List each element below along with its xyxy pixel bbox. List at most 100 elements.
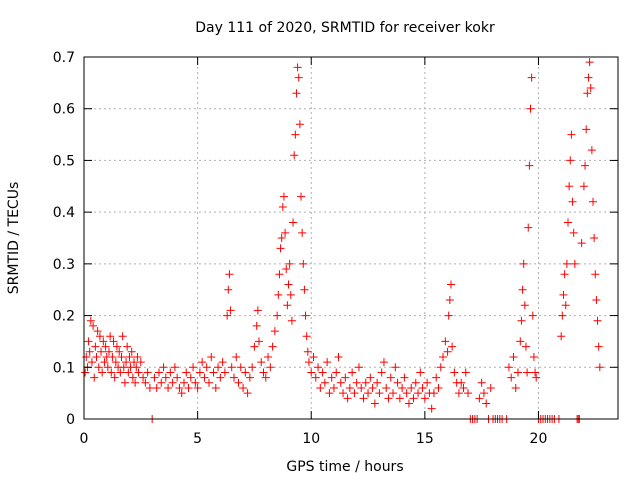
data-point <box>87 358 96 367</box>
data-point <box>558 311 567 320</box>
data-point <box>507 373 516 382</box>
data-point <box>143 368 152 377</box>
data-point <box>86 316 95 325</box>
data-point <box>457 378 466 387</box>
data-point <box>118 332 127 341</box>
data-point <box>184 383 193 392</box>
x-axis-ticks: 0 5 10 15 20 <box>80 57 547 447</box>
data-point <box>364 389 373 398</box>
data-point <box>581 161 590 170</box>
data-point <box>207 352 216 361</box>
data-point <box>274 290 283 299</box>
data-point <box>518 285 527 294</box>
data-point <box>567 130 576 139</box>
data-point <box>325 389 334 398</box>
data-point <box>150 373 159 382</box>
data-point <box>281 228 290 237</box>
data-point <box>334 352 343 361</box>
data-point <box>520 301 529 310</box>
data-point <box>395 394 404 403</box>
data-point <box>585 58 594 67</box>
data-point <box>482 399 491 408</box>
data-point <box>259 368 268 377</box>
data-point <box>257 358 266 367</box>
data-point <box>423 378 432 387</box>
data-point <box>583 89 592 98</box>
data-point <box>532 373 541 382</box>
data-point <box>586 84 595 93</box>
data-point <box>592 296 601 305</box>
data-point <box>528 311 537 320</box>
data-point <box>81 368 90 377</box>
data-point <box>195 368 204 377</box>
data-point <box>141 378 150 387</box>
data-point <box>216 373 225 382</box>
data-point <box>589 197 598 206</box>
data-point <box>82 352 91 361</box>
data-point <box>569 228 578 237</box>
data-point <box>354 363 363 372</box>
data-point <box>504 363 513 372</box>
data-point <box>404 399 413 408</box>
x-tick-label: 0 <box>80 431 89 447</box>
data-point <box>164 383 173 392</box>
data-point <box>211 383 220 392</box>
data-point <box>568 197 577 206</box>
data-point <box>561 301 570 310</box>
data-point <box>133 352 142 361</box>
data-point <box>191 378 200 387</box>
data-point <box>531 368 540 377</box>
plot-frame <box>83 56 619 420</box>
data-point <box>253 306 262 315</box>
data-point <box>414 389 423 398</box>
data-point <box>459 383 468 392</box>
data-point <box>559 290 568 299</box>
data-point <box>591 270 600 279</box>
data-point <box>398 383 407 392</box>
data-point <box>264 352 273 361</box>
data-point <box>154 368 163 377</box>
data-point <box>297 192 306 201</box>
data-point <box>303 347 312 356</box>
data-point <box>479 389 488 398</box>
y-tick-label: 0 <box>66 412 75 428</box>
y-tick-label: 0.4 <box>53 205 75 221</box>
data-point <box>97 347 106 356</box>
data-point <box>239 383 248 392</box>
data-point <box>273 311 282 320</box>
data-point <box>268 342 277 351</box>
data-point <box>193 383 202 392</box>
data-point <box>295 120 304 129</box>
data-point <box>529 352 538 361</box>
data-point <box>294 73 303 82</box>
data-point <box>270 327 279 336</box>
data-point <box>123 342 132 351</box>
data-point <box>226 306 235 315</box>
x-tick-label: 15 <box>416 431 434 447</box>
data-point <box>252 321 261 330</box>
data-point <box>145 383 154 392</box>
data-point <box>400 373 409 382</box>
data-point <box>254 337 263 346</box>
data-point <box>204 378 213 387</box>
data-point <box>232 352 241 361</box>
data-point <box>434 383 443 392</box>
data-point <box>243 389 252 398</box>
data-point <box>418 383 427 392</box>
data-point <box>116 368 125 377</box>
data-point <box>366 373 375 382</box>
data-point <box>584 73 593 82</box>
data-point <box>136 358 145 367</box>
data-point <box>377 368 386 377</box>
data-point <box>327 373 336 382</box>
y-axis-ticks: 0 0.1 0.2 0.3 0.4 0.5 0.6 0.7 <box>53 50 618 428</box>
data-point <box>382 383 391 392</box>
data-point <box>241 368 250 377</box>
data-point <box>227 363 236 372</box>
data-point <box>320 378 329 387</box>
data-point <box>278 202 287 211</box>
data-point <box>159 363 168 372</box>
data-point <box>343 394 352 403</box>
data-point <box>291 130 300 139</box>
